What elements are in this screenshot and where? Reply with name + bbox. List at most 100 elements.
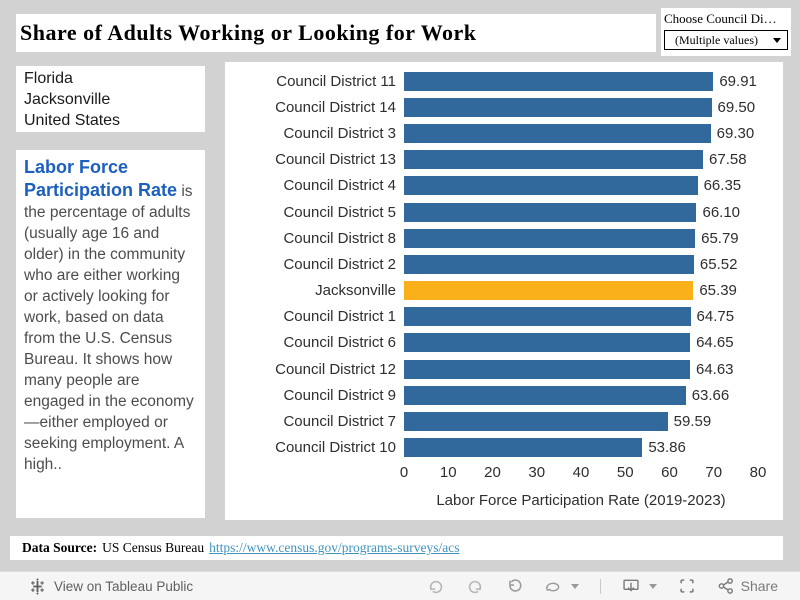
chart-row: Council District 2 65.52 bbox=[225, 251, 783, 277]
bar[interactable] bbox=[404, 359, 690, 379]
tableau-logo-icon bbox=[28, 577, 46, 595]
bar[interactable] bbox=[404, 202, 697, 222]
bar-category-label: Council District 13 bbox=[275, 151, 396, 169]
bar[interactable] bbox=[404, 176, 698, 196]
bar-value-label: 69.50 bbox=[717, 98, 756, 116]
bar[interactable] bbox=[404, 150, 704, 170]
undo-icon[interactable] bbox=[427, 577, 445, 595]
chart-rows: Council District 11 69.91 Council District… bbox=[225, 68, 783, 461]
bar-value-label: 64.65 bbox=[696, 334, 734, 352]
chart-row: Council District 3 69.30 bbox=[225, 120, 783, 146]
bar[interactable] bbox=[404, 307, 691, 327]
bar-category-label: Council District 6 bbox=[283, 334, 396, 352]
share-label: Share bbox=[740, 578, 778, 594]
redo-icon[interactable] bbox=[466, 577, 484, 595]
view-on-tableau-label: View on Tableau Public bbox=[54, 578, 194, 594]
bar-value-label: 59.59 bbox=[673, 413, 712, 431]
share-button[interactable]: Share bbox=[717, 577, 778, 595]
x-axis-tick-label: 60 bbox=[661, 464, 678, 481]
chart-row: Council District 4 66.35 bbox=[225, 173, 783, 199]
download-icon[interactable] bbox=[622, 577, 640, 595]
description-body: is the percentage of adults (usually age… bbox=[24, 183, 194, 473]
x-axis-tick-label: 70 bbox=[705, 464, 723, 481]
bar[interactable] bbox=[404, 123, 711, 143]
bar-category-label: Council District 1 bbox=[283, 308, 396, 326]
chart-row: Jacksonville 65.39 bbox=[225, 278, 783, 304]
bar[interactable] bbox=[404, 281, 694, 301]
chart-row: Council District 12 64.63 bbox=[225, 356, 783, 382]
geography-list: Florida Jacksonville United States bbox=[16, 66, 205, 132]
source-text: US Census Bureau bbox=[102, 540, 205, 555]
bar-value-label: 65.52 bbox=[699, 255, 738, 273]
filter-panel: Choose Council Di… (Multiple values) bbox=[661, 8, 791, 56]
chart-row: Council District 5 66.10 bbox=[225, 199, 783, 225]
title-bar: Share of Adults Working or Looking for W… bbox=[16, 14, 656, 52]
geo-list-item[interactable]: Florida bbox=[24, 70, 73, 87]
bar[interactable] bbox=[404, 97, 712, 117]
bar-category-label: Council District 7 bbox=[283, 413, 396, 431]
bar-value-label: 53.86 bbox=[648, 439, 686, 457]
bar-value-label: 64.63 bbox=[695, 360, 734, 378]
source-label: Data Source: bbox=[22, 540, 98, 555]
toolbar-actions: Share bbox=[427, 577, 778, 595]
caret-down-icon[interactable] bbox=[570, 583, 579, 589]
bar[interactable] bbox=[404, 228, 696, 248]
bar-value-label: 69.91 bbox=[719, 72, 757, 90]
chart-row: Council District 10 53.86 bbox=[225, 435, 783, 461]
toolbar-divider bbox=[599, 578, 601, 594]
x-axis-tick-label: 80 bbox=[749, 464, 767, 481]
chart-row: Council District 8 65.79 bbox=[225, 225, 783, 251]
bar-category-label: Council District 9 bbox=[283, 386, 396, 404]
bar[interactable] bbox=[404, 412, 668, 432]
bar-category-label: Council District 3 bbox=[283, 124, 396, 142]
geo-list-item[interactable]: Jacksonville bbox=[24, 91, 111, 108]
source-link[interactable]: https://www.census.gov/programs-surveys/… bbox=[209, 540, 460, 555]
bar-value-label: 63.66 bbox=[691, 386, 730, 404]
bar[interactable] bbox=[404, 254, 694, 274]
chart-row: Council District 9 63.66 bbox=[225, 382, 783, 408]
chart-row: Council District 14 69.50 bbox=[225, 94, 783, 120]
bar[interactable] bbox=[404, 333, 691, 353]
geo-list-item[interactable]: United States bbox=[24, 112, 121, 129]
x-axis-tick-label: 30 bbox=[528, 464, 546, 481]
bar-value-label: 64.75 bbox=[696, 308, 735, 326]
x-axis-title: Labor Force Participation Rate (2019-202… bbox=[436, 492, 726, 509]
bar-category-label: Council District 4 bbox=[283, 177, 396, 195]
bar-category-label: Council District 12 bbox=[275, 360, 396, 378]
council-district-dropdown[interactable]: (Multiple values) bbox=[664, 30, 788, 50]
chart-row: Council District 11 69.91 bbox=[225, 68, 783, 94]
bar-value-label: 69.30 bbox=[716, 124, 755, 142]
bar-category-label: Council District 14 bbox=[275, 98, 396, 116]
description-heading: Labor Force Participation Rate bbox=[24, 157, 178, 200]
bar[interactable] bbox=[404, 71, 714, 91]
bar-value-label: 65.39 bbox=[699, 282, 737, 300]
bar-value-label: 65.79 bbox=[701, 229, 739, 247]
x-axis-tick-label: 10 bbox=[439, 464, 457, 481]
bar-category-label: Jacksonville bbox=[315, 282, 396, 300]
bar-value-label: 67.58 bbox=[709, 151, 747, 169]
chart-row: Council District 13 67.58 bbox=[225, 147, 783, 173]
bar-category-label: Council District 8 bbox=[283, 229, 396, 247]
chart-row: Council District 6 64.65 bbox=[225, 330, 783, 356]
x-axis-tick-label: 50 bbox=[616, 464, 634, 481]
fullscreen-icon[interactable] bbox=[678, 577, 696, 595]
description-panel: Labor Force Participation Rate is the pe… bbox=[16, 150, 205, 518]
bar-value-label: 66.35 bbox=[703, 177, 742, 195]
bar[interactable] bbox=[404, 385, 686, 405]
bar-chart: Council District 11 69.91 Council District… bbox=[225, 62, 783, 520]
view-on-tableau-button[interactable]: View on Tableau Public bbox=[28, 577, 193, 595]
caret-down-icon[interactable] bbox=[648, 583, 657, 589]
reset-icon[interactable] bbox=[505, 577, 523, 595]
bar[interactable] bbox=[404, 438, 643, 458]
dropdown-value: (Multiple values) bbox=[675, 32, 758, 47]
refresh-icon[interactable] bbox=[544, 577, 562, 595]
bar-category-label: Council District 11 bbox=[276, 72, 396, 90]
share-icon bbox=[717, 577, 735, 595]
page-title: Share of Adults Working or Looking for W… bbox=[20, 20, 477, 45]
source-bar: Data Source: US Census Bureau https://ww… bbox=[10, 536, 783, 560]
bar-category-label: Council District 5 bbox=[283, 203, 396, 221]
chart-row: Council District 1 64.75 bbox=[225, 304, 783, 330]
x-axis-ticks: 0 10 20 30 40 50 60 70 80 bbox=[225, 464, 783, 482]
x-axis-tick-label: 20 bbox=[484, 464, 501, 481]
